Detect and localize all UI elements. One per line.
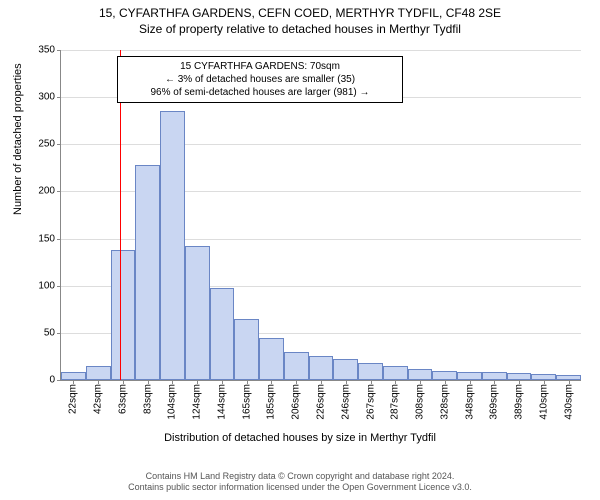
annotation-box: 15 CYFARTHFA GARDENS: 70sqm← 3% of detac… — [117, 56, 403, 103]
xtick-label: 430sqm — [563, 384, 574, 420]
xtick-label: 246sqm — [340, 384, 351, 420]
ytick-mark — [57, 333, 61, 334]
xtick-label: 410sqm — [538, 384, 549, 420]
footer: Contains HM Land Registry data © Crown c… — [0, 471, 600, 494]
gridline — [61, 144, 581, 145]
xtick-label: 287sqm — [390, 384, 401, 420]
ytick-mark — [57, 50, 61, 51]
xtick-label: 165sqm — [241, 384, 252, 420]
ytick-label: 300 — [38, 92, 55, 103]
footer-line1: Contains HM Land Registry data © Crown c… — [0, 471, 600, 483]
x-axis-label: Distribution of detached houses by size … — [0, 432, 600, 444]
ytick-mark — [57, 191, 61, 192]
xtick-label: 83sqm — [142, 384, 153, 414]
ytick-mark — [57, 97, 61, 98]
xtick-label: 22sqm — [68, 384, 79, 414]
histogram-bar — [408, 369, 433, 380]
title-block: 15, CYFARTHFA GARDENS, CEFN COED, MERTHY… — [0, 0, 600, 36]
xtick-label: 206sqm — [291, 384, 302, 420]
ytick-label: 0 — [49, 375, 55, 386]
annotation-line1: 15 CYFARTHFA GARDENS: 70sqm — [124, 60, 396, 73]
ytick-mark — [57, 380, 61, 381]
xtick-label: 63sqm — [117, 384, 128, 414]
ytick-label: 50 — [44, 327, 55, 338]
annotation-line3: 96% of semi-detached houses are larger (… — [124, 86, 396, 99]
histogram-bar — [333, 359, 358, 380]
histogram-bar — [111, 250, 136, 380]
histogram-bar — [185, 246, 210, 380]
xtick-label: 42sqm — [93, 384, 104, 414]
xtick-label: 389sqm — [514, 384, 525, 420]
xtick-label: 308sqm — [415, 384, 426, 420]
histogram-bar — [234, 319, 259, 380]
histogram-bar — [457, 372, 482, 380]
ytick-label: 250 — [38, 139, 55, 150]
histogram-bar — [86, 366, 111, 380]
histogram-bar — [284, 352, 309, 380]
histogram-bar — [160, 111, 185, 380]
ytick-label: 150 — [38, 233, 55, 244]
ytick-mark — [57, 239, 61, 240]
histogram-bar — [507, 373, 532, 380]
histogram-bar — [432, 371, 457, 380]
xtick-label: 348sqm — [464, 384, 475, 420]
xtick-label: 185sqm — [266, 384, 277, 420]
xtick-label: 144sqm — [216, 384, 227, 420]
xtick-label: 104sqm — [167, 384, 178, 420]
ytick-label: 350 — [38, 45, 55, 56]
xtick-label: 369sqm — [489, 384, 500, 420]
xtick-label: 124sqm — [192, 384, 203, 420]
ytick-label: 100 — [38, 280, 55, 291]
title-line1: 15, CYFARTHFA GARDENS, CEFN COED, MERTHY… — [0, 6, 600, 20]
histogram-bar — [210, 288, 235, 380]
chart-area: 05010015020025030035022sqm42sqm63sqm83sq… — [60, 50, 580, 380]
histogram-bar — [309, 356, 334, 380]
plot-region: 05010015020025030035022sqm42sqm63sqm83sq… — [60, 50, 581, 381]
ytick-label: 200 — [38, 186, 55, 197]
annotation-line2: ← 3% of detached houses are smaller (35) — [124, 73, 396, 86]
xtick-label: 226sqm — [316, 384, 327, 420]
ytick-mark — [57, 286, 61, 287]
chart-container: 15, CYFARTHFA GARDENS, CEFN COED, MERTHY… — [0, 0, 600, 500]
gridline — [61, 50, 581, 51]
histogram-bar — [358, 363, 383, 380]
histogram-bar — [61, 372, 86, 380]
ytick-mark — [57, 144, 61, 145]
histogram-bar — [259, 338, 284, 380]
xtick-label: 267sqm — [365, 384, 376, 420]
y-axis-label: Number of detached properties — [12, 63, 24, 215]
title-line2: Size of property relative to detached ho… — [0, 22, 600, 36]
footer-line2: Contains public sector information licen… — [0, 482, 600, 494]
xtick-label: 328sqm — [439, 384, 450, 420]
histogram-bar — [135, 165, 160, 380]
histogram-bar — [383, 366, 408, 380]
histogram-bar — [482, 372, 507, 380]
